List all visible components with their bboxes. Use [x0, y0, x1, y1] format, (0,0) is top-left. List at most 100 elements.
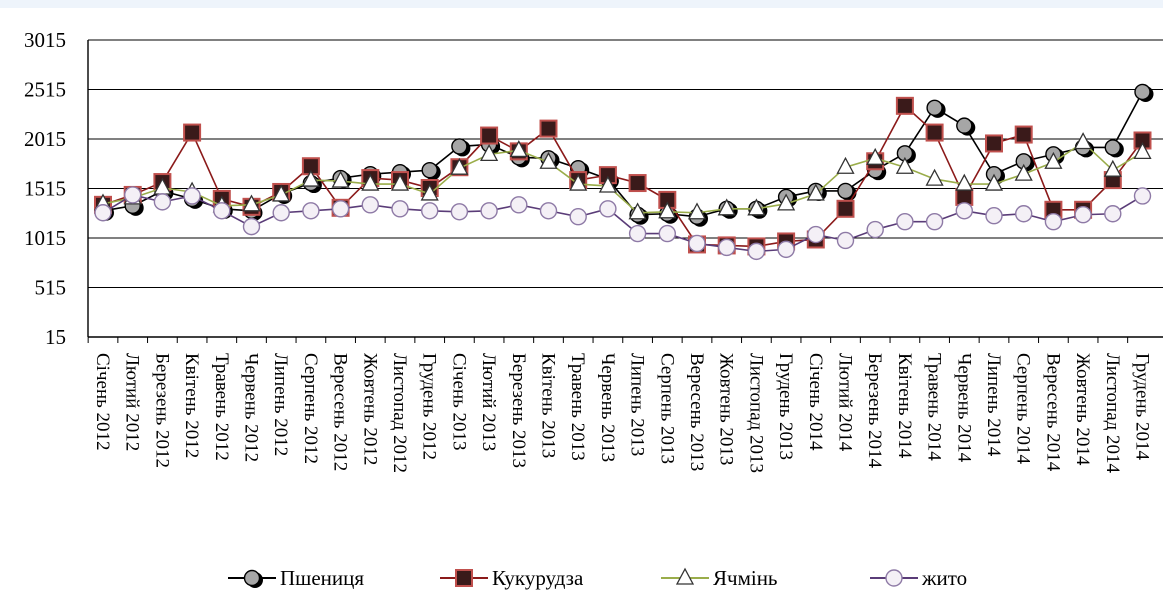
series-3-point — [598, 175, 617, 193]
y-tick-label-2515: 2515 — [24, 78, 66, 102]
series-4-point — [836, 231, 855, 250]
x-tick-label: Липень 2012 — [270, 353, 291, 456]
x-tick-label: Червень 2013 — [597, 353, 618, 462]
y-tick-label-1515: 1515 — [24, 177, 66, 201]
x-tick-label: Червень 2014 — [953, 353, 974, 463]
series-4-point — [688, 234, 706, 253]
x-tick-label: Листопад 2013 — [745, 353, 766, 473]
x-tick-label: Серпень 2013 — [656, 353, 677, 464]
series-4-point — [331, 200, 350, 218]
series-4-point — [539, 202, 558, 220]
x-tick-label: Вересень 2012 — [330, 353, 351, 471]
x-tick-label: Квітень 2014 — [894, 353, 915, 459]
series-3-point — [1103, 159, 1122, 177]
x-tick-label: Липень 2013 — [627, 353, 648, 456]
series-3-point — [301, 169, 320, 187]
series-4-point — [896, 212, 914, 231]
series-3-point — [390, 173, 410, 191]
series-4-point — [985, 207, 1003, 225]
series-4-point — [599, 200, 617, 218]
series-2-point — [628, 174, 647, 193]
x-tick-label: Грудень 2013 — [775, 353, 796, 460]
series-4-point — [628, 224, 647, 243]
y-tick-label-3015: 3015 — [24, 28, 66, 52]
series-4-point — [242, 217, 261, 236]
series-4-point — [123, 186, 142, 204]
series-2-point — [985, 134, 1003, 153]
series-4-point — [777, 240, 795, 259]
series-1-point — [926, 99, 943, 117]
series-4-point — [213, 202, 231, 220]
series-4-point — [1074, 206, 1092, 224]
series-4-point — [94, 204, 112, 222]
legend-label-1: Пшениця — [280, 566, 364, 590]
x-tick-label: Липень 2014 — [983, 353, 1004, 457]
x-tick-label: Січень 2013 — [448, 353, 469, 451]
series-4-point — [718, 238, 736, 257]
series-4-point — [391, 200, 409, 218]
x-tick-label: Грудень 2014 — [1132, 353, 1153, 461]
series-2-point — [480, 126, 499, 145]
legend-label-3: Ячмінь — [713, 566, 778, 590]
x-tick-label: Травень 2012 — [211, 353, 232, 461]
series-3-point — [242, 194, 261, 212]
y-tick-label-515: 515 — [35, 276, 67, 300]
series-4-point — [1104, 205, 1122, 223]
x-tick-label: Жовтень 2013 — [716, 353, 737, 465]
series-4-point — [1015, 205, 1033, 223]
series-1-point — [1134, 83, 1151, 101]
series-3-point — [331, 170, 350, 188]
y-tick-label-15: 15 — [45, 325, 66, 349]
series-4-point — [302, 202, 320, 220]
series-3-point — [955, 173, 974, 191]
series-4-point — [955, 202, 973, 220]
series-3-point — [1044, 151, 1063, 169]
series-3-point — [480, 143, 499, 161]
series-4-point — [866, 220, 884, 239]
x-tick-label: Квітень 2013 — [538, 353, 559, 458]
x-tick-label: Травень 2014 — [924, 353, 945, 461]
series-2-point — [183, 123, 202, 142]
series-3-point — [836, 156, 855, 174]
y-tick-label-2015: 2015 — [24, 127, 66, 151]
series-3-point — [777, 193, 796, 211]
series-2-point — [925, 123, 944, 142]
series-4-point — [569, 208, 587, 226]
series-3-point — [272, 184, 291, 202]
y-tick-label-1015: 1015 — [24, 226, 66, 250]
legend-marker-1 — [243, 569, 261, 587]
series-3-point — [747, 198, 766, 216]
series-3-point — [509, 140, 528, 158]
legend-marker-4 — [885, 569, 903, 587]
series-2-point — [1014, 125, 1033, 144]
x-tick-label: Вересень 2014 — [1042, 353, 1063, 472]
series-4-point — [658, 224, 676, 243]
series-1-point — [451, 138, 468, 155]
legend-label-4: жито — [921, 566, 967, 590]
x-tick-label: Лютий 2012 — [122, 353, 143, 451]
x-tick-label: Січень 2012 — [92, 353, 113, 451]
x-tick-label: Березень 2013 — [508, 353, 529, 468]
x-tick-label: Травень 2013 — [567, 353, 588, 461]
series-3-point — [806, 183, 825, 201]
series-3-point — [628, 202, 647, 220]
series-4-point — [421, 202, 439, 220]
series-2-point — [895, 96, 914, 115]
series-2-point — [836, 199, 855, 218]
series-4-point — [272, 204, 290, 222]
series-3-point — [450, 157, 469, 175]
series-3-point — [1133, 141, 1152, 160]
series-2-point — [539, 119, 558, 138]
series-3-point — [569, 173, 588, 191]
series-3-point — [984, 173, 1004, 191]
series-4-point — [361, 196, 379, 214]
x-tick-label: Лютий 2013 — [478, 353, 499, 451]
series-3-point — [717, 198, 736, 216]
series-3-point — [420, 183, 439, 201]
series-4-point — [153, 193, 172, 211]
x-tick-label: Березень 2014 — [864, 353, 885, 469]
series-4-point — [1044, 212, 1063, 231]
series-3-point — [539, 151, 558, 169]
series-1-point — [956, 117, 973, 134]
